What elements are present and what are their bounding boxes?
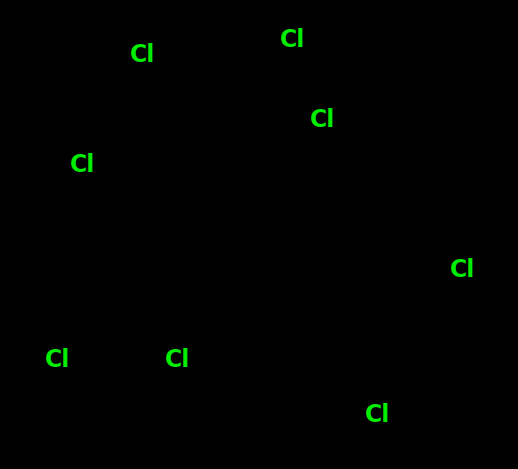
- Text: Cl: Cl: [310, 108, 336, 132]
- Text: Cl: Cl: [280, 28, 306, 52]
- Text: Cl: Cl: [130, 43, 155, 67]
- Text: Cl: Cl: [45, 348, 70, 372]
- Text: Cl: Cl: [70, 153, 95, 177]
- Text: Cl: Cl: [365, 403, 391, 427]
- Text: Cl: Cl: [165, 348, 191, 372]
- Text: Cl: Cl: [450, 258, 476, 282]
